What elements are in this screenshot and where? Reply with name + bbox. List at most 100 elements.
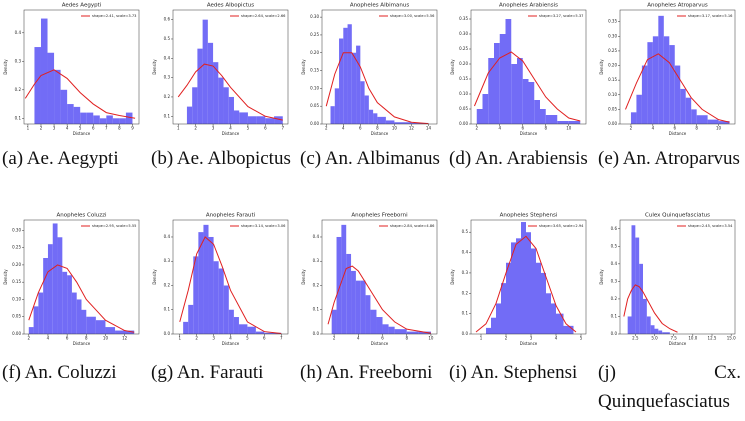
bar — [73, 106, 81, 124]
bar — [647, 42, 653, 124]
bar — [368, 109, 374, 124]
bar — [663, 36, 670, 124]
y-tick-label: 0.15 — [12, 279, 21, 284]
bar — [521, 222, 526, 334]
bar — [411, 122, 429, 124]
y-axis-label: Density — [599, 269, 604, 285]
y-tick-label: 0.2 — [462, 290, 469, 295]
bar — [213, 62, 219, 124]
bar — [501, 283, 506, 334]
bar — [388, 326, 395, 334]
bar — [38, 292, 44, 334]
bar — [568, 121, 581, 124]
x-tick-label: 2 — [333, 336, 336, 341]
bar — [28, 327, 34, 334]
bar — [186, 106, 193, 124]
y-tick-label: 0.25 — [12, 245, 21, 250]
bar — [274, 116, 283, 124]
bar — [680, 88, 686, 124]
bar — [188, 304, 194, 334]
x-tick-label: 2 — [505, 336, 508, 341]
y-axis-label: Density — [3, 59, 8, 75]
bar — [482, 94, 489, 124]
y-tick-label: 0.4 — [611, 261, 618, 266]
legend-label: shape=3.65, scale=2.94 — [539, 224, 584, 228]
bar — [418, 331, 431, 334]
chart-title: Culex Quinquefasciatus — [645, 213, 710, 219]
bar — [265, 118, 275, 124]
x-axis-label: Distance — [371, 341, 389, 346]
bar — [343, 27, 348, 124]
x-tick-label: 10.0 — [688, 336, 697, 341]
y-tick-label: 0.6 — [164, 17, 171, 22]
x-tick-label: 4 — [555, 336, 558, 341]
x-tick-label: 5.0 — [651, 336, 658, 341]
bar — [370, 309, 377, 334]
x-axis-label: Distance — [222, 341, 240, 346]
y-tick-label: 0.20 — [12, 262, 21, 267]
y-tick-label: 0.4 — [164, 234, 171, 239]
x-axis-label: Distance — [520, 341, 538, 346]
x-tick-label: 2.5 — [632, 336, 639, 341]
x-tick-label: 10 — [103, 336, 109, 341]
x-tick-label: 12 — [122, 336, 128, 341]
bar — [394, 122, 412, 124]
bar — [208, 236, 214, 334]
chart-title: Anopheles Freeborni — [351, 213, 408, 219]
y-tick-label: 0.1 — [164, 307, 171, 312]
y-tick-label: 0.5 — [164, 36, 171, 41]
bar — [218, 268, 224, 334]
bar — [228, 96, 234, 124]
fit-curve — [625, 53, 730, 123]
bar — [264, 332, 282, 334]
y-axis-label: Density — [450, 269, 455, 285]
bar — [691, 109, 697, 124]
x-tick-label: 4 — [229, 126, 232, 131]
bar — [627, 316, 632, 334]
bar — [639, 263, 643, 334]
bar — [718, 121, 730, 124]
y-tick-label: 0.25 — [608, 48, 617, 53]
x-tick-label: 4 — [342, 126, 345, 131]
bar — [330, 106, 335, 124]
bar — [228, 309, 234, 334]
x-tick-label: 8 — [118, 126, 121, 131]
y-tick-label: 0.10 — [12, 296, 21, 301]
x-tick-label: 6 — [264, 126, 267, 131]
y-tick-label: 0.3 — [164, 258, 171, 263]
legend-label: shape=3.14, scale=3.06 — [241, 224, 286, 228]
bar — [643, 298, 647, 334]
bar — [81, 309, 87, 334]
bar — [546, 293, 551, 334]
caption: (b) Ae. Albopictus — [151, 148, 291, 169]
bar — [707, 119, 719, 124]
y-tick-label: 0.10 — [459, 91, 468, 96]
chart: Culex Quinquefasciatus 2.5 5.0 7.5 10.0 12.5 1… — [599, 213, 736, 347]
y-tick-label: 0.10 — [608, 92, 617, 97]
x-tick-label: 12 — [409, 126, 415, 131]
x-tick-label: 8 — [85, 336, 88, 341]
caption: (j) Cx. Quinquefasciatus — [598, 362, 741, 412]
bar — [247, 116, 257, 124]
bar — [95, 320, 106, 334]
y-axis-label: Density — [301, 269, 306, 285]
bar — [99, 118, 107, 124]
bar — [334, 88, 340, 124]
bar — [76, 299, 82, 334]
bar — [207, 42, 214, 124]
plot-frame — [619, 219, 736, 335]
y-tick-label: 0.05 — [310, 103, 319, 108]
plot-frame — [321, 9, 438, 125]
x-tick-label: 1 — [178, 336, 181, 341]
x-axis-label: Distance — [520, 131, 538, 136]
legend-label: shape=2.95, scale=5.55 — [92, 224, 136, 228]
bar — [488, 58, 494, 124]
bar — [47, 52, 55, 124]
x-tick-label: 4 — [66, 126, 69, 131]
x-axis-label: Distance — [669, 131, 687, 136]
bar — [106, 115, 113, 124]
legend-label: shape=2.41, scale=3.73 — [92, 14, 136, 18]
bar — [223, 285, 229, 334]
chart-title: Anopheles Stephensi — [500, 213, 558, 219]
x-tick-label: 6 — [66, 336, 69, 341]
